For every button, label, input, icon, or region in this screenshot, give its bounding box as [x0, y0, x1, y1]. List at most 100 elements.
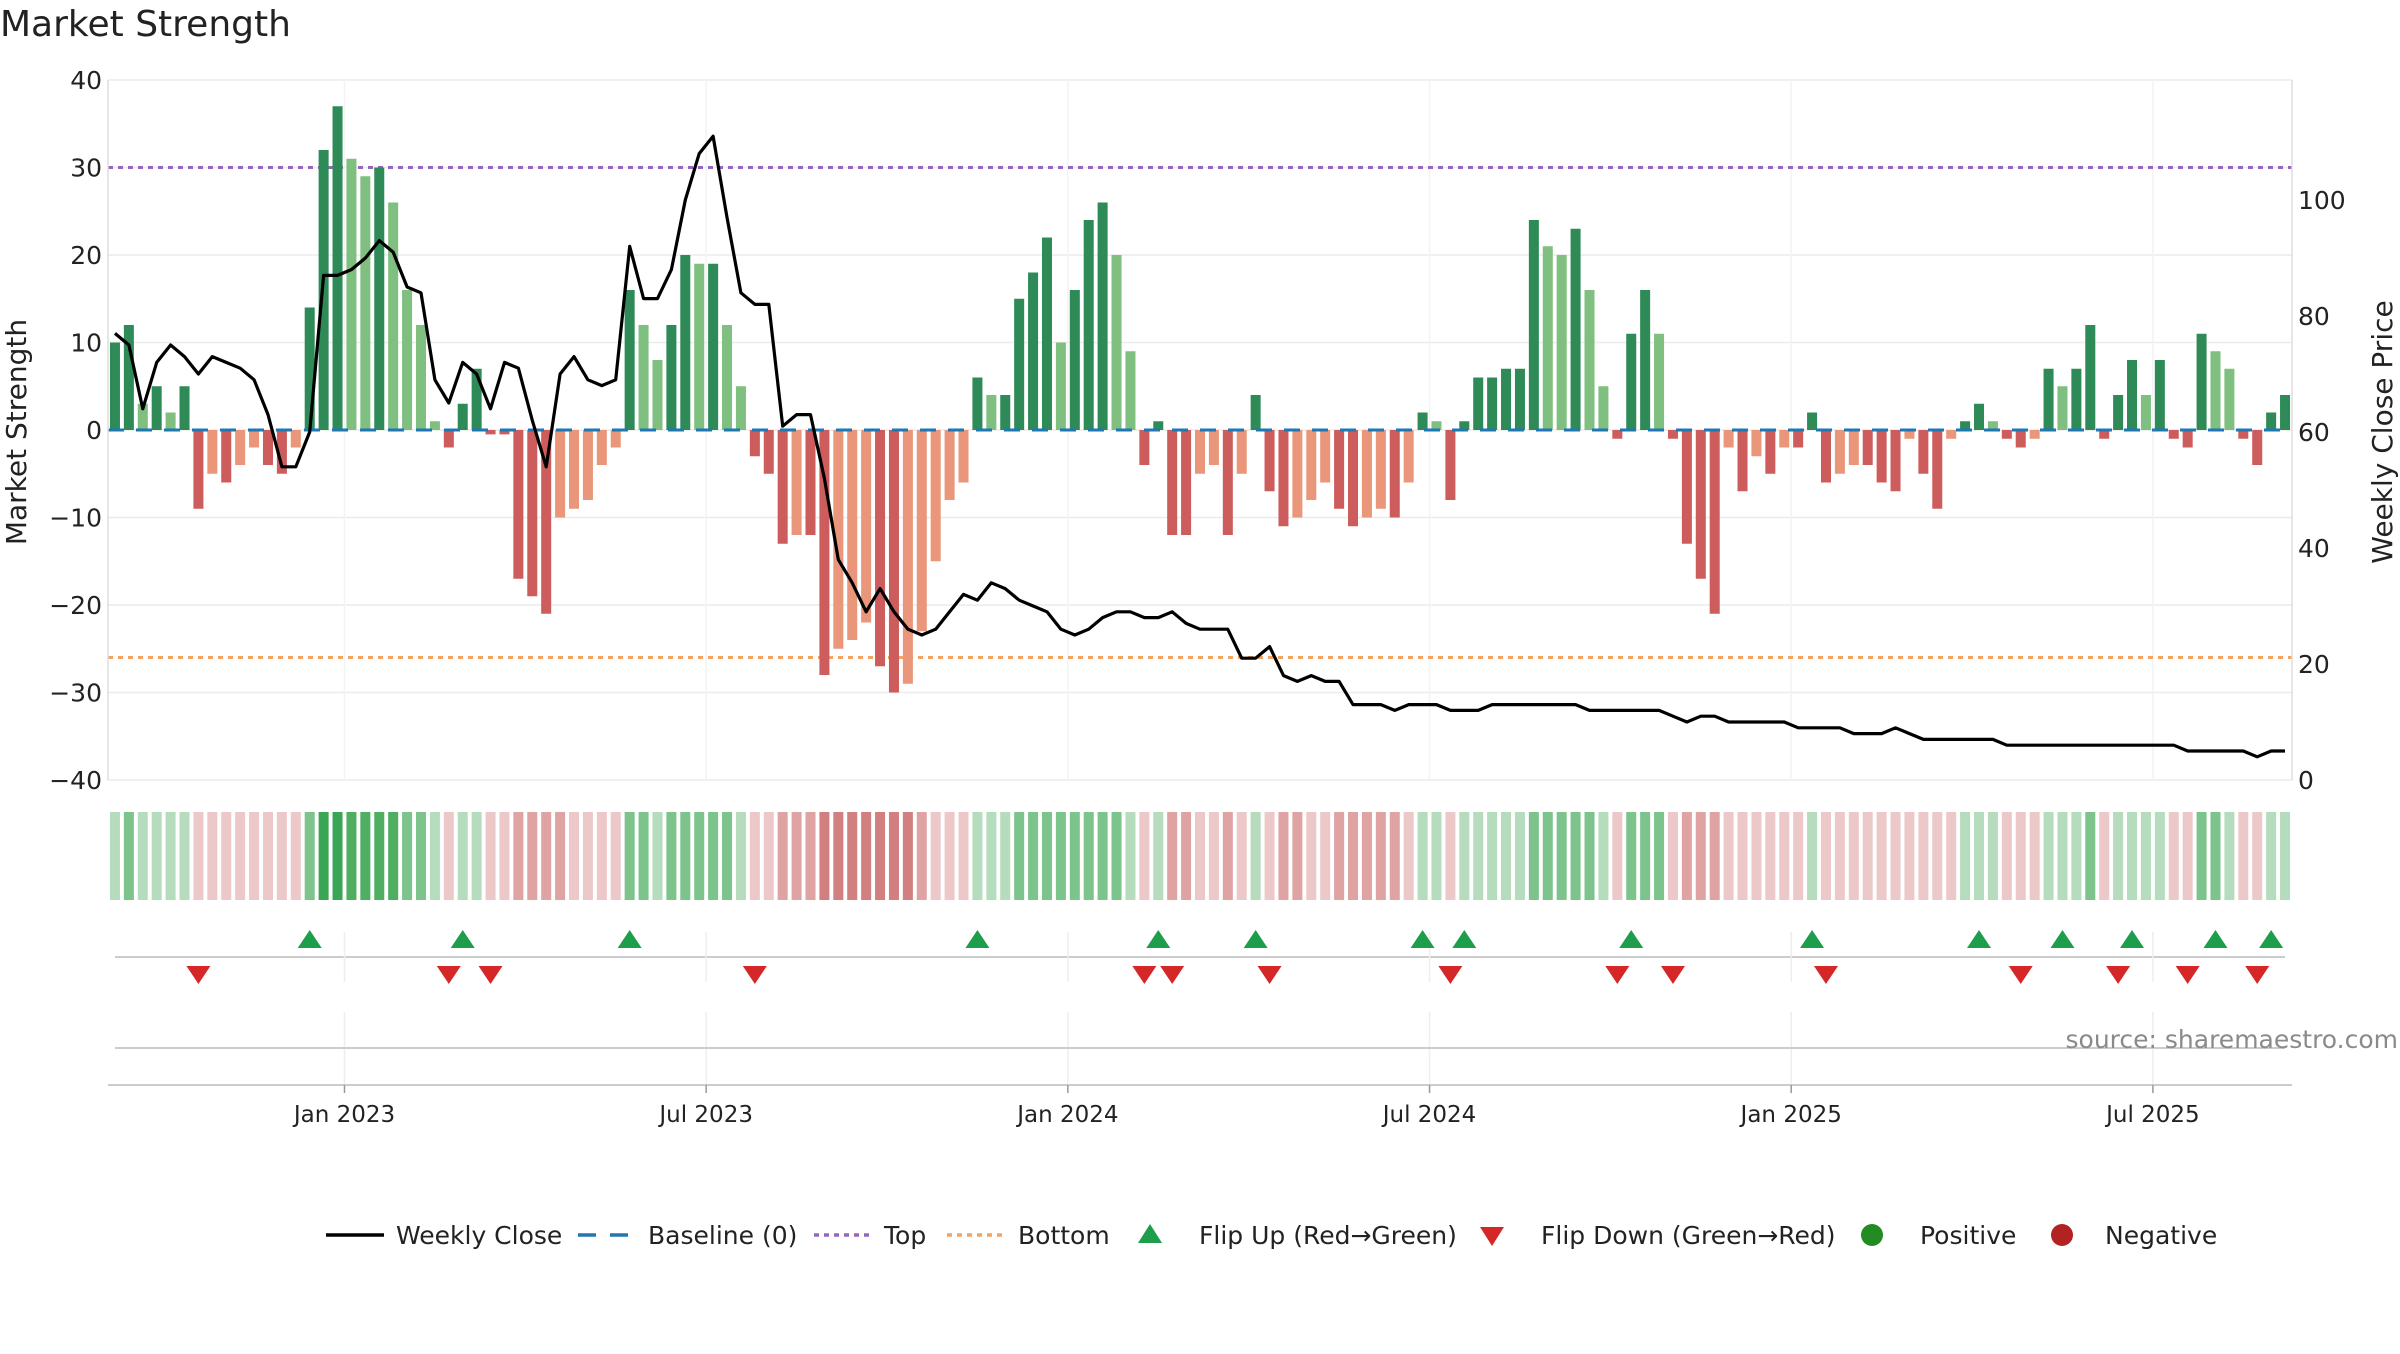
strength-bar — [2196, 333, 2207, 430]
heat-cell — [262, 812, 273, 900]
heat-cell — [1125, 812, 1136, 900]
strength-bar — [888, 430, 899, 693]
reference-lines — [108, 166, 2292, 659]
strength-bar — [972, 377, 983, 430]
strength-bar — [1737, 430, 1748, 492]
strength-bar — [1083, 220, 1094, 430]
heat-cell — [471, 812, 482, 900]
heat-cell — [1862, 812, 1873, 900]
heat-cell — [513, 812, 524, 900]
heat-cell — [1014, 812, 1025, 900]
strength-bar — [1431, 421, 1442, 430]
strength-bar — [708, 263, 719, 430]
strength-bar — [304, 307, 315, 430]
legend-swatch-flip-down — [1480, 1227, 1504, 1246]
y-tick-left: −20 — [49, 591, 102, 620]
strength-bar — [1194, 430, 1206, 474]
strength-bar — [1222, 430, 1233, 535]
legend: Weekly Close Baseline (0) Top Bottom Flip Up… — [326, 1221, 2217, 1250]
heat-cell — [1069, 812, 1080, 900]
heat-cell — [944, 812, 955, 900]
strength-bar — [1960, 421, 1971, 430]
strength-bar — [902, 430, 913, 684]
y-tick-left: 0 — [86, 416, 102, 445]
heat-cell — [916, 812, 927, 900]
legend-label: Top — [883, 1221, 926, 1250]
heat-cell — [763, 812, 774, 900]
heat-cell — [777, 812, 788, 900]
strength-bar — [2015, 430, 2026, 448]
heat-cell — [1654, 812, 1665, 900]
heat-cell — [888, 812, 899, 900]
x-tick-label: Jul 2024 — [1381, 1102, 1477, 1128]
heat-cell — [1445, 812, 1456, 900]
flip-up-marker — [1967, 930, 1992, 948]
heat-cell — [1709, 812, 1720, 900]
strength-bar — [443, 430, 454, 448]
heat-cell — [2015, 812, 2026, 900]
heat-cell — [2252, 812, 2263, 900]
legend-label: Flip Up (Red→Green) — [1199, 1221, 1457, 1250]
y-tick-left: 10 — [70, 329, 102, 358]
strength-bar — [485, 430, 496, 435]
flip-up-marker — [450, 930, 475, 948]
y-tick-right: 20 — [2298, 650, 2330, 679]
heat-cell — [1946, 812, 1957, 900]
heat-cell — [596, 812, 607, 900]
heat-cell — [415, 812, 427, 900]
heat-cell — [2280, 812, 2291, 900]
heat-cell — [1473, 812, 1484, 900]
strength-bar — [1542, 246, 1553, 430]
heat-cell — [582, 812, 593, 900]
heat-cell — [1041, 812, 1052, 900]
heat-cell — [541, 812, 552, 900]
source-credit: source: sharemaestro.com — [2066, 1025, 2399, 1054]
y-axis-label-left: Market Strength — [0, 319, 33, 545]
heat-cell — [1361, 812, 1372, 900]
strength-bar — [2057, 386, 2068, 430]
heat-cell — [1932, 812, 1943, 900]
heat-cell — [749, 812, 760, 900]
heat-cell — [1055, 812, 1066, 900]
strength-bar — [2127, 360, 2138, 430]
strength-bar — [1528, 220, 1539, 430]
heat-cell — [1667, 812, 1678, 900]
heat-cell — [318, 812, 329, 900]
flip-down-marker — [1660, 966, 1685, 984]
strength-bar — [916, 430, 927, 632]
strength-bar — [2154, 360, 2165, 430]
heat-cell — [1960, 812, 1971, 900]
heat-cell — [972, 812, 983, 900]
strength-bar — [2001, 430, 2012, 439]
strength-bar — [2238, 430, 2249, 439]
flip-down-marker — [2106, 966, 2131, 984]
strength-bar — [179, 386, 190, 430]
heat-cell — [276, 812, 287, 900]
strength-bar — [763, 430, 774, 474]
heat-cell — [1987, 812, 1998, 900]
heat-cell — [1167, 812, 1178, 900]
strength-bar — [2266, 412, 2277, 430]
flip-up-marker — [1410, 930, 1435, 948]
heat-cell — [2057, 812, 2068, 900]
flip-up-marker — [2259, 930, 2284, 948]
heat-cell — [374, 812, 385, 900]
strength-bar — [1181, 430, 1192, 535]
strength-bar — [1014, 298, 1025, 430]
strength-bar — [1570, 228, 1581, 430]
strength-bar — [555, 430, 566, 518]
heat-cell — [1459, 812, 1470, 900]
strength-bar — [1320, 430, 1331, 483]
strength-bar — [499, 430, 510, 435]
heat-cell — [1570, 812, 1581, 900]
strength-bar — [1459, 421, 1470, 430]
strength-bar — [415, 325, 427, 430]
strength-bar — [1389, 430, 1400, 518]
strength-bar — [1723, 430, 1734, 448]
heat-cell — [485, 812, 496, 900]
strength-bar — [833, 430, 844, 649]
x-tick-labels: Jan 2023 Jul 2023 Jan 2024 Jul 2024 Jan 2025… — [292, 1085, 2200, 1128]
strength-bar — [819, 430, 830, 675]
heat-cell — [1695, 812, 1706, 900]
strength-bar — [694, 263, 705, 430]
